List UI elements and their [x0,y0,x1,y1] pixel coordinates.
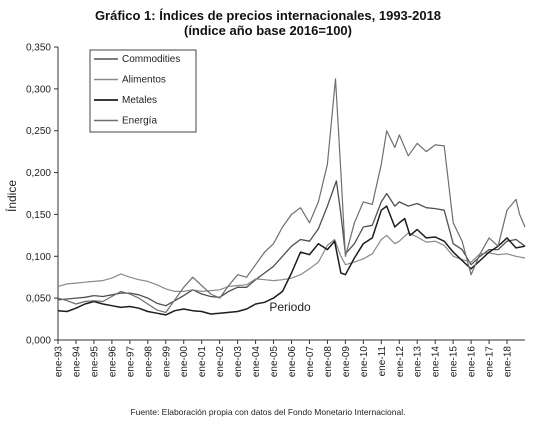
x-tick-label: ene-98 [143,346,154,378]
y-tick-label: 0,000 [26,336,51,347]
source-note: Fuente: Elaboración propia con datos del… [130,407,406,417]
x-tick-label: ene-06 [287,346,298,378]
series-line-commodities [57,180,526,307]
x-tick-label: ene-04 [251,346,262,378]
x-tick-label: ene-00 [179,346,190,378]
y-tick-label: 0,300 [26,84,51,95]
x-tick-label: ene-93 [54,346,65,378]
legend: Commodities Alimentos Metales Energía [89,49,197,133]
x-axis: ene-93 ene-94 ene-95 ene-96 ene-97 ene-98 ene-… [54,340,514,377]
x-tick-label: ene-12 [395,346,406,378]
x-tick-label: ene-01 [197,346,208,378]
series-line-metales [57,205,526,316]
x-tick-label: ene-13 [413,346,424,378]
x-tick-label: ene-95 [89,346,100,378]
legend-box [89,49,197,133]
x-tick-label: ene-99 [161,346,172,378]
x-tick-label: ene-14 [431,346,442,378]
y-tick-label: 0,050 [26,294,51,305]
legend-label: Commodities [122,54,180,65]
series-line-alimentos [57,232,526,292]
x-tick-label: ene-10 [359,346,370,378]
y-tick-label: 0,200 [26,168,51,179]
x-tick-label: ene-09 [341,346,352,378]
x-tick-label: ene-11 [377,346,388,377]
series-line-energa [57,78,526,313]
x-tick-label: ene-97 [125,346,136,378]
y-axis: 0,000 0,050 0,100 0,150 0,200 0,250 0,300 0,350 [26,43,58,347]
x-tick-label: ene-03 [233,346,244,378]
legend-label: Energía [122,116,157,127]
chart-subtitle: (índice año base 2016=100) [183,23,352,38]
x-tick-label: ene-02 [215,346,226,378]
x-tick-label: ene-05 [269,346,280,378]
x-tick-label: ene-16 [467,346,478,378]
y-tick-label: 0,350 [26,43,51,54]
x-tick-label: ene-07 [305,346,316,378]
y-tick-label: 0,250 [26,126,51,137]
x-tick-label: ene-96 [107,346,118,378]
x-axis-label: Periodo [269,300,311,314]
x-tick-label: ene-18 [503,346,514,378]
legend-label: Alimentos [122,75,166,86]
series-lines [57,78,526,316]
legend-label: Metales [122,95,157,106]
y-tick-label: 0,100 [26,252,51,263]
y-tick-label: 0,150 [26,210,51,221]
x-tick-label: ene-17 [485,346,496,378]
x-tick-label: ene-15 [449,346,460,378]
y-axis-label: Índice [4,180,19,212]
x-tick-label: ene-08 [323,346,334,378]
x-tick-label: ene-94 [71,346,82,378]
chart-title: Gráfico 1: Índices de precios internacio… [94,8,442,23]
